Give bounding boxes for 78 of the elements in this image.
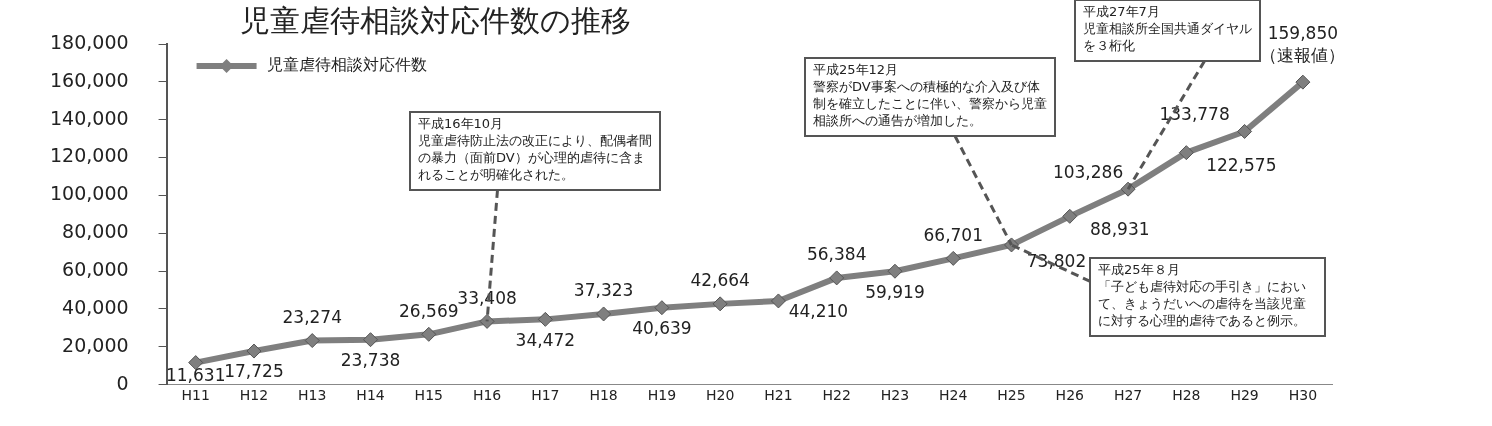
x-tick-label: H30 [1288, 386, 1318, 403]
x-tick-label: H29 [1230, 386, 1259, 403]
y-tick-label: 60,000 [62, 258, 129, 280]
data-label: 103,286 [1052, 161, 1124, 182]
x-tick-label: H21 [764, 386, 793, 403]
point [596, 306, 612, 322]
x-tick-label: H24 [939, 386, 968, 403]
point [945, 250, 961, 266]
annotation: 平成25年12月 [813, 61, 899, 77]
data-label: 159,850 [1267, 22, 1339, 43]
data-label: 44,210 [788, 301, 849, 322]
x-tick-label: H18 [589, 386, 618, 403]
point [712, 296, 728, 312]
legend-label: 児童虐待相談対応件数 [266, 55, 427, 75]
point [1237, 123, 1253, 139]
point [654, 300, 670, 316]
data-label: 11,631 [165, 365, 226, 386]
data-label: 40,639 [632, 318, 692, 339]
point [421, 326, 437, 342]
data-label: 73,802 [1026, 251, 1087, 272]
y-tick-label: 20,000 [62, 333, 129, 356]
data-label: 23,738 [340, 350, 401, 371]
annotation: 警察がDV事案への積極的な介入及び体制を確立したことに伴い、警察から児童相談所への通告が増加した。 [813, 78, 1047, 128]
point [246, 343, 262, 359]
point [363, 332, 379, 348]
point [1178, 145, 1194, 161]
data-label: 17,725 [224, 361, 284, 382]
x-tick-label: H28 [1172, 386, 1201, 403]
data-label: 66,701 [923, 224, 983, 245]
x-tick-label: H20 [705, 386, 735, 403]
data-label: 26,569 [399, 300, 459, 321]
x-tick-label: H11 [181, 386, 210, 403]
x-tick-label: H25 [997, 386, 1026, 403]
point [887, 263, 903, 279]
annotation: 児童相談所全国共通ダイヤルを３桁化 [1083, 20, 1252, 53]
annotation: 児童虐待防止法の改正により、配偶者間の暴力（面前DV）が心理的虐待に含まれることが明確化された。 [418, 132, 652, 182]
x-tick-label: H19 [647, 386, 677, 403]
point [1295, 74, 1311, 90]
x-tick-label: H15 [414, 386, 443, 403]
data-label: 122,575 [1206, 155, 1277, 176]
x-tick-label: H17 [531, 386, 560, 403]
y-tick-label: 180,000 [49, 30, 129, 53]
x-tick-label: H22 [822, 386, 851, 403]
y-tick-label: 40,000 [62, 295, 129, 318]
x-tick-label: H23 [880, 386, 910, 403]
text: 平成27年7月 [1083, 3, 1160, 19]
annotation: 平成25年８月 [1098, 261, 1180, 277]
data-label: 23,274 [282, 306, 342, 327]
y-tick-label: 100,000 [49, 182, 129, 205]
point [304, 333, 320, 349]
data-label: 34,472 [515, 329, 576, 350]
y-tick-label: 0 [116, 371, 129, 394]
data-label: 33,408 [457, 287, 517, 308]
data-label: 37,323 [573, 280, 634, 301]
data-label: 133,778 [1159, 103, 1230, 124]
x-tick-label: H13 [298, 386, 327, 403]
y-tick-label: 140,000 [49, 106, 129, 129]
data-label: 88,931 [1090, 218, 1150, 239]
x-tick-label: H26 [1055, 386, 1085, 403]
chart-title: 児童虐待相談対応件数の推移 [240, 2, 631, 38]
point [537, 311, 553, 327]
point [829, 270, 845, 286]
data-label: 59,919 [865, 281, 925, 302]
data-label: 56,384 [806, 244, 867, 265]
y-tick-label: 80,000 [62, 220, 129, 243]
x-tick-label: H16 [472, 386, 502, 403]
y-tick-label: 160,000 [49, 68, 129, 91]
data-label: 42,664 [690, 270, 750, 291]
point [770, 293, 786, 309]
point [479, 313, 495, 329]
annotation: 平成16年10月 [418, 115, 504, 131]
x-tick-label: H27 [1113, 386, 1143, 403]
annotation: （速報値） [1260, 44, 1346, 65]
x-tick-label: H12 [239, 386, 269, 403]
y-tick-label: 120,000 [49, 144, 129, 167]
annotation: 「子ども虐待対応の手引き」において、きょうだいへの虐待を当該児童に対する心理的虐待であると例示。 [1098, 278, 1306, 328]
x-tick-label: H14 [356, 386, 385, 403]
point [1062, 208, 1078, 224]
